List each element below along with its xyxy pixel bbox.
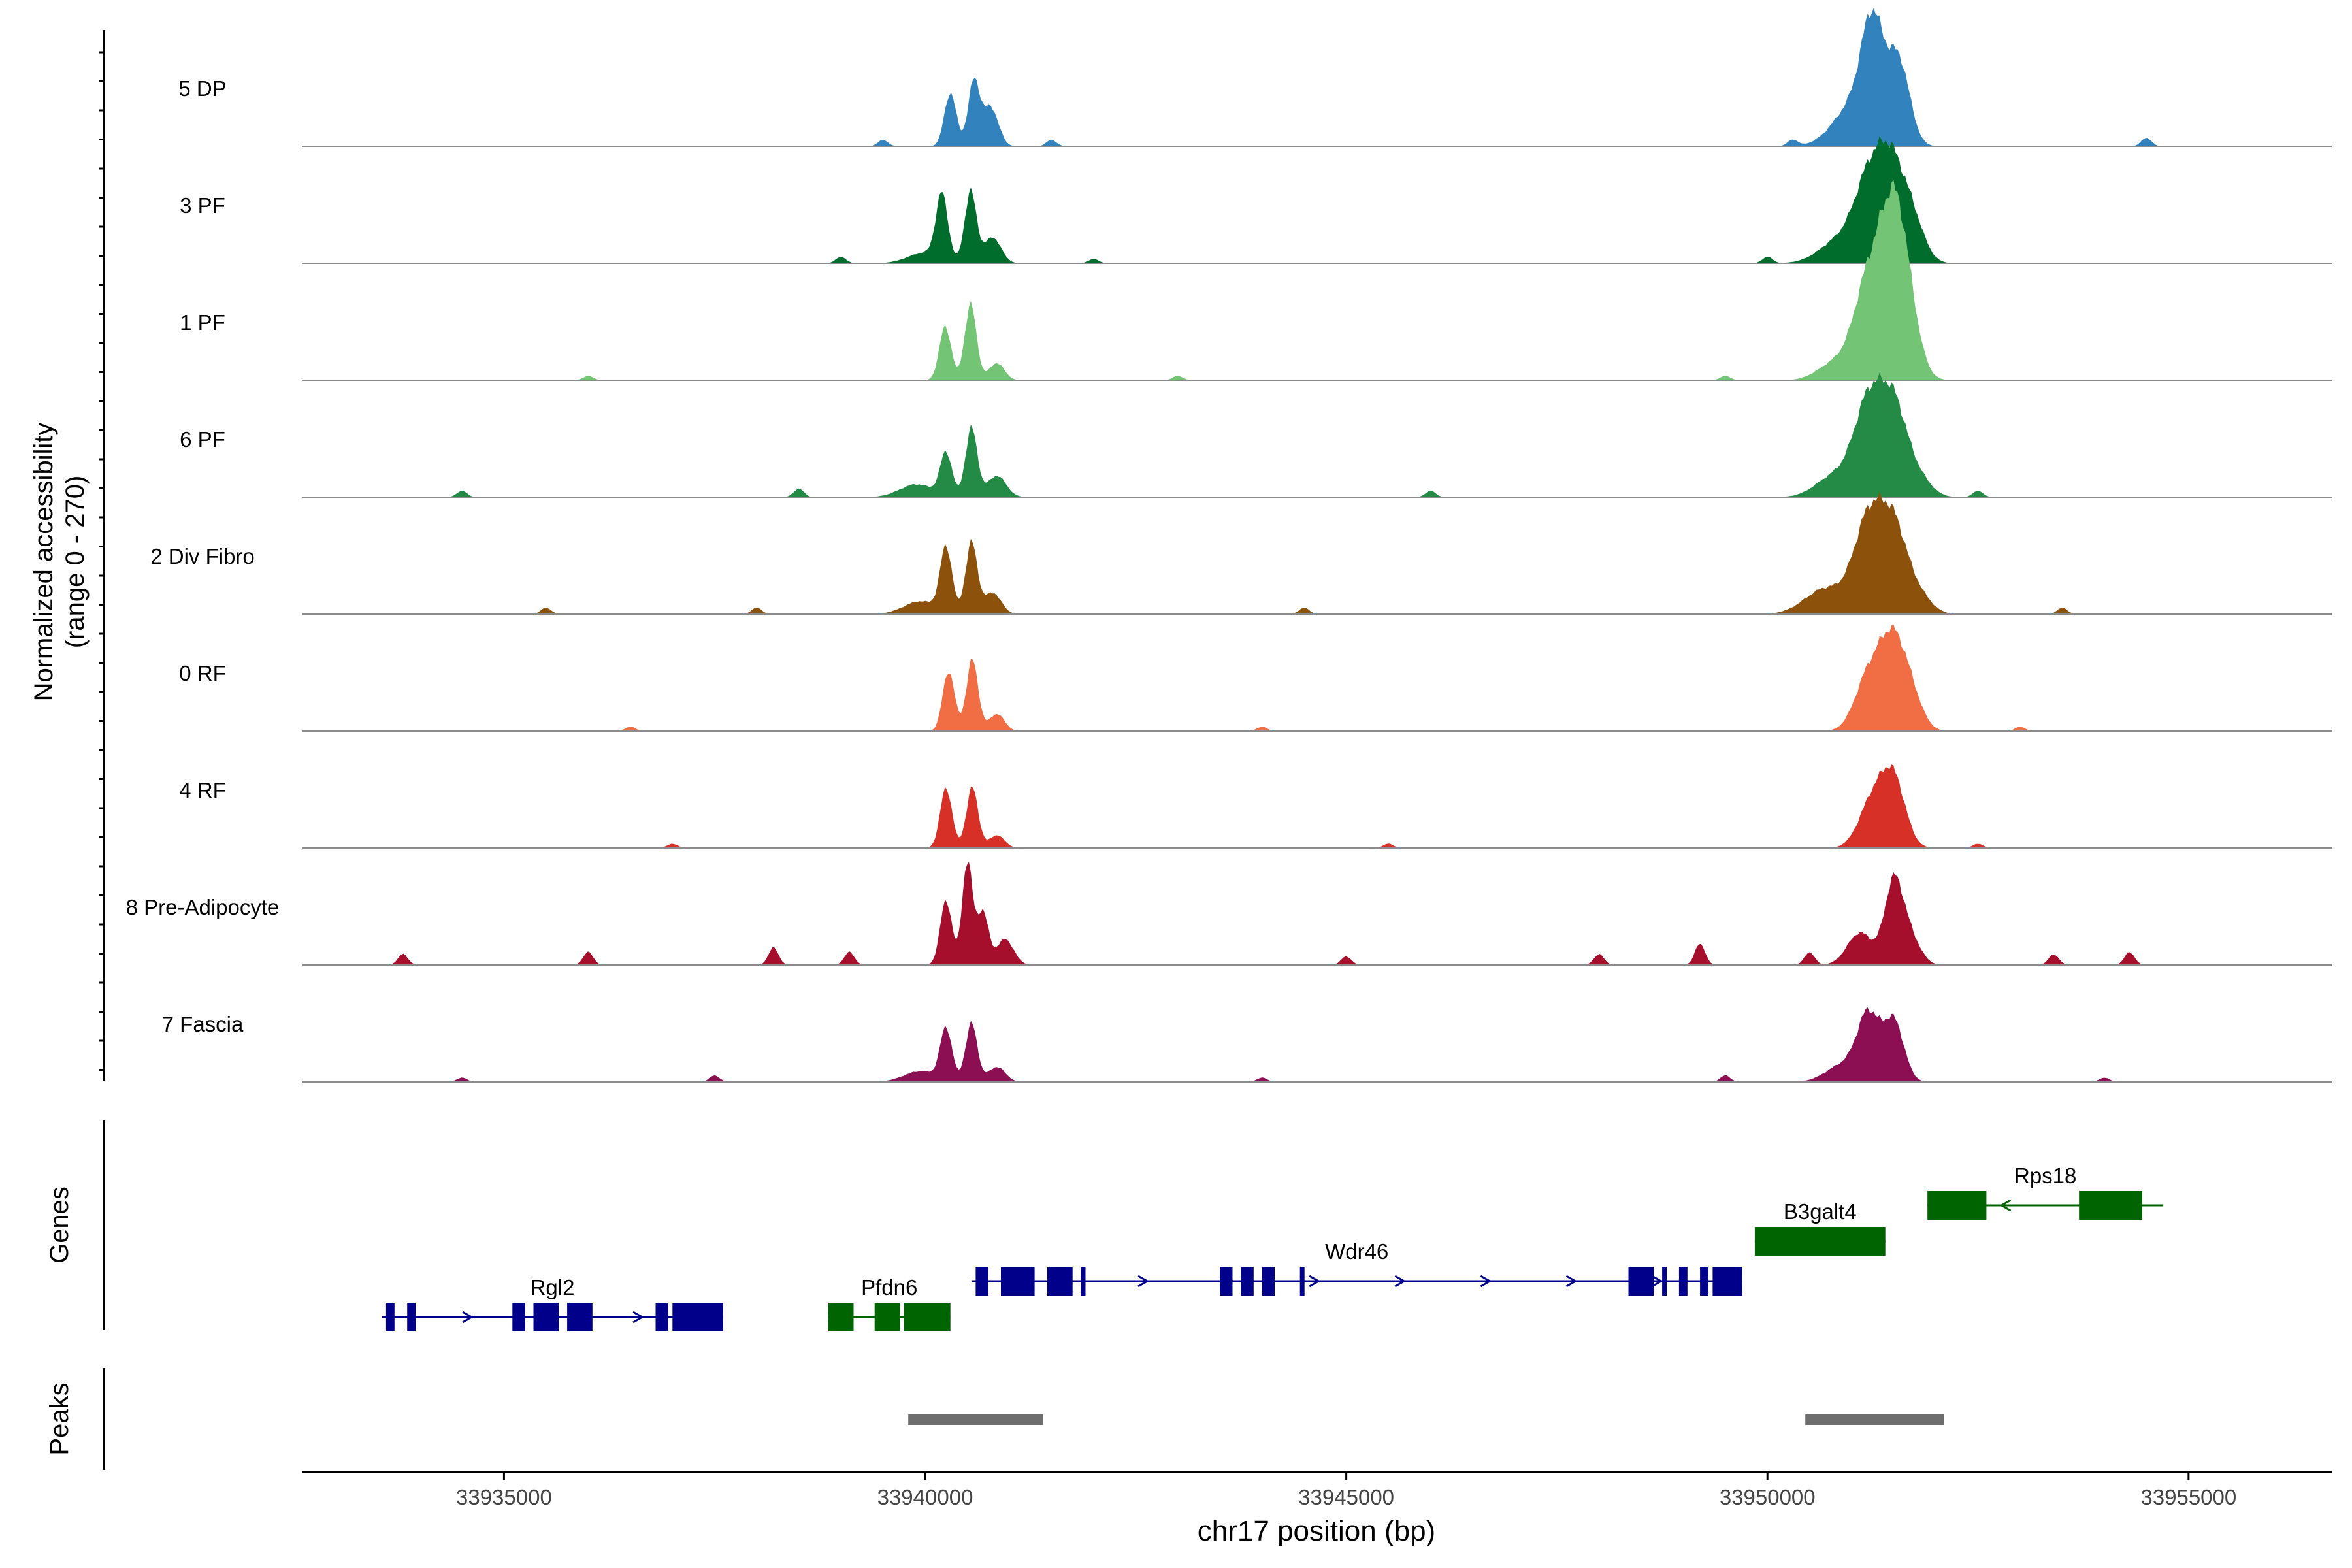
strand-arrow <box>1565 1275 1578 1288</box>
peaks-panel: Peaks <box>45 1368 1944 1470</box>
gene-rgl2: Rgl2 <box>382 1275 723 1331</box>
track-label: 2 Div Fibro <box>150 544 255 568</box>
peaks-panel-label: Peaks <box>45 1382 74 1455</box>
gene-pfdn6: Pfdn6 <box>828 1275 951 1331</box>
gene-label: Wdr46 <box>1325 1239 1388 1264</box>
peak-regions <box>908 1414 1944 1425</box>
track-label: 6 PF <box>180 427 225 451</box>
track-6: 0 RF <box>179 624 2332 732</box>
gene-label: Pfdn6 <box>861 1275 917 1299</box>
track-label: 5 DP <box>178 76 226 101</box>
coverage-area <box>378 491 2164 614</box>
gene-exon <box>1700 1267 1708 1296</box>
y-axis-ticks <box>99 51 104 1071</box>
track-label: 3 PF <box>180 193 225 218</box>
gene-exon <box>512 1303 525 1331</box>
track-3: 1 PF <box>180 179 2332 381</box>
gene-exon <box>2079 1191 2142 1220</box>
gene-exon <box>567 1303 593 1331</box>
coverage-area <box>378 624 2164 731</box>
x-axis-ticks: 33935000 33940000 33945000 33950000 33955000 <box>456 1472 2236 1509</box>
gene-exon <box>672 1303 723 1331</box>
strand-arrow <box>1480 1275 1492 1288</box>
track-2: 3 PF <box>180 135 2332 264</box>
track-label: 0 RF <box>179 661 226 685</box>
gene-exon <box>385 1303 395 1331</box>
peak-region-bar <box>908 1414 1043 1425</box>
gene-exon <box>1241 1267 1254 1296</box>
x-axis-tick-label: 33955000 <box>2140 1485 2236 1509</box>
track-8: 8 Pre-Adipocyte <box>126 862 2332 966</box>
gene-exon <box>1678 1267 1688 1296</box>
gene-exon <box>1047 1267 1073 1296</box>
gene-models: Rgl2 Pfdn6 Wdr46 B3galt4 Rps18 <box>382 1164 2164 1331</box>
coverage-tracks: 5 DP 3 PF 1 PF 6 PF 2 Div Fibro 0 RF 4 RF 8 Pre… <box>126 8 2332 1083</box>
strand-arrow <box>1394 1275 1407 1288</box>
gene-exon <box>828 1303 854 1331</box>
gene-exon <box>655 1303 668 1331</box>
strand-arrow <box>1309 1275 1321 1288</box>
coverage-area <box>378 862 2164 965</box>
track-1: 5 DP <box>178 8 2332 147</box>
gene-label: Rps18 <box>2014 1164 2076 1188</box>
coverage-area <box>378 179 2164 380</box>
gene-exon <box>1001 1267 1035 1296</box>
gene-wdr46: Wdr46 <box>971 1239 1742 1296</box>
x-axis-tick-label: 33935000 <box>456 1485 552 1509</box>
strand-arrow <box>632 1311 645 1324</box>
gene-label: B3galt4 <box>1784 1200 1857 1224</box>
track-label: 1 PF <box>180 310 225 335</box>
track-4: 6 PF <box>180 372 2332 498</box>
coverage-area <box>378 1007 2164 1082</box>
strand-arrow <box>1137 1275 1150 1288</box>
gene-exon <box>1662 1267 1667 1296</box>
track-7: 4 RF <box>179 764 2332 849</box>
gene-rps18: Rps18 <box>1927 1164 2164 1220</box>
gene-exon <box>874 1303 900 1331</box>
track-label: 8 Pre-Adipocyte <box>126 895 280 919</box>
gene-exon <box>1262 1267 1275 1296</box>
strand-arrow <box>1999 1199 2012 1212</box>
gene-exon <box>975 1267 988 1296</box>
x-axis-tick-label: 33945000 <box>1298 1485 1394 1509</box>
track-9: 7 Fascia <box>162 1007 2332 1083</box>
y-axis-title-line2: (range 0 - 270) <box>61 476 90 649</box>
y-axis: Normalized accessibility (range 0 - 270) <box>29 30 105 1081</box>
coverage-area <box>378 764 2164 848</box>
gene-exon <box>1712 1267 1742 1296</box>
genes-panel-label: Genes <box>45 1186 74 1264</box>
x-axis-tick-label: 33940000 <box>877 1485 973 1509</box>
gene-exon <box>1628 1267 1654 1296</box>
peak-region-bar <box>1805 1414 1944 1425</box>
gene-label: Rgl2 <box>531 1275 575 1299</box>
gene-exon <box>1220 1267 1233 1296</box>
gene-exon <box>1081 1267 1086 1296</box>
track-label: 4 RF <box>179 778 226 802</box>
x-axis: 33935000 33940000 33945000 33950000 33955000… <box>302 1471 2332 1547</box>
y-axis-title-line1: Normalized accessibility <box>29 423 58 702</box>
gene-exon <box>1754 1227 1886 1256</box>
track-label: 7 Fascia <box>162 1012 244 1036</box>
x-axis-tick-label: 33950000 <box>1720 1485 1816 1509</box>
gene-exon <box>407 1303 416 1331</box>
gene-b3galt4: B3galt4 <box>1754 1200 1886 1256</box>
x-axis-title: chr17 position (bp) <box>1198 1515 1435 1547</box>
genes-panel: Genes Rgl2 Pfdn6 Wdr46 B3galt4 Rps18 <box>45 1120 2164 1331</box>
coverage-area <box>378 8 2164 146</box>
coverage-area <box>378 372 2164 497</box>
strand-arrow <box>1651 1275 1663 1288</box>
gene-exon <box>1299 1267 1305 1296</box>
gene-exon <box>904 1303 951 1331</box>
strand-arrow <box>462 1311 474 1324</box>
gene-exon <box>1927 1191 1987 1220</box>
gene-exon <box>533 1303 559 1331</box>
track-5: 2 Div Fibro <box>150 491 2332 615</box>
